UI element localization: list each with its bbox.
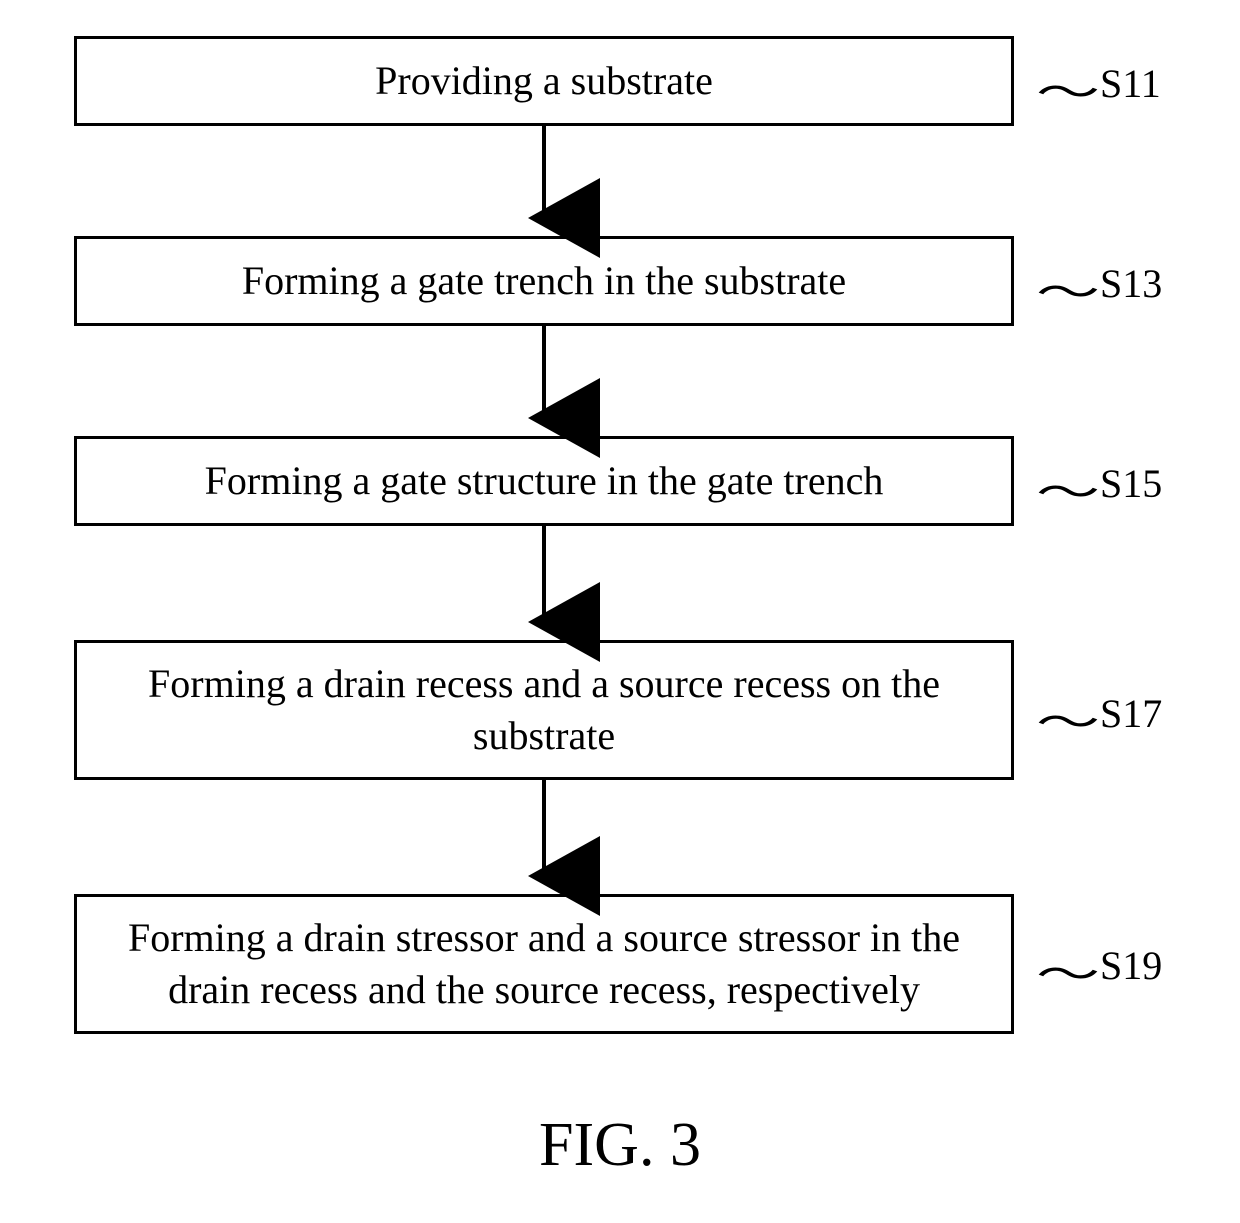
step-box-s11: Providing a substrate [74, 36, 1014, 126]
arrow-s11-s13 [544, 126, 545, 236]
figure-caption: FIG. 3 [0, 1110, 1240, 1181]
step-text-s11: Providing a substrate [375, 55, 713, 107]
step-label-s11: S11 [1100, 60, 1161, 107]
step-text-s17: Forming a drain recess and a source rece… [97, 658, 991, 762]
step-connector-s19: 〜 [1036, 942, 1100, 1000]
step-box-s19: Forming a drain stressor and a source st… [74, 894, 1014, 1034]
step-text-s19: Forming a drain stressor and a source st… [97, 912, 991, 1016]
step-label-s17: S17 [1100, 690, 1162, 737]
step-text-s13: Forming a gate trench in the substrate [242, 255, 846, 307]
arrow-s17-s19 [544, 780, 545, 894]
arrow-s15-s17 [544, 526, 545, 640]
flowchart-canvas: Providing a substrate 〜 S11 Forming a ga… [0, 0, 1240, 1223]
step-box-s17: Forming a drain recess and a source rece… [74, 640, 1014, 780]
step-label-s15: S15 [1100, 460, 1162, 507]
step-box-s13: Forming a gate trench in the substrate [74, 236, 1014, 326]
step-label-s19: S19 [1100, 942, 1162, 989]
step-connector-s15: 〜 [1036, 460, 1100, 518]
step-connector-s17: 〜 [1036, 690, 1100, 748]
step-label-s13: S13 [1100, 260, 1162, 307]
arrow-s13-s15 [544, 326, 545, 436]
step-box-s15: Forming a gate structure in the gate tre… [74, 436, 1014, 526]
step-text-s15: Forming a gate structure in the gate tre… [205, 455, 884, 507]
step-connector-s11: 〜 [1036, 60, 1100, 118]
step-connector-s13: 〜 [1036, 260, 1100, 318]
